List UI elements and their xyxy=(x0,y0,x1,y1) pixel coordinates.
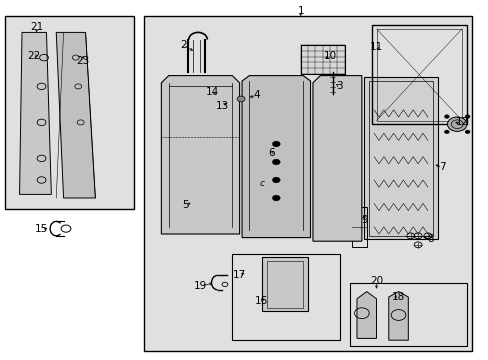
Circle shape xyxy=(447,117,466,131)
Text: 14: 14 xyxy=(205,87,219,97)
Bar xyxy=(351,207,366,247)
Text: 18: 18 xyxy=(391,292,405,302)
Polygon shape xyxy=(312,76,361,241)
Circle shape xyxy=(272,159,280,165)
Text: 20: 20 xyxy=(369,276,382,286)
Circle shape xyxy=(272,195,280,201)
Bar xyxy=(300,45,344,74)
Bar xyxy=(144,16,471,351)
Bar xyxy=(368,81,432,236)
Text: 8: 8 xyxy=(426,234,433,244)
Circle shape xyxy=(464,130,469,134)
Text: 19: 19 xyxy=(193,281,207,291)
Text: 23: 23 xyxy=(76,56,90,66)
Bar xyxy=(216,99,232,110)
Circle shape xyxy=(272,141,280,147)
Bar xyxy=(349,283,466,346)
Text: 12: 12 xyxy=(454,117,468,127)
Circle shape xyxy=(272,177,280,183)
Text: 2: 2 xyxy=(180,40,186,50)
Bar xyxy=(376,29,461,121)
Text: 10: 10 xyxy=(323,51,336,61)
Text: 6: 6 xyxy=(267,148,274,158)
Bar xyxy=(371,25,466,124)
Bar xyxy=(219,110,228,115)
Bar xyxy=(266,261,303,308)
Bar xyxy=(5,16,134,209)
Bar xyxy=(364,77,437,239)
Circle shape xyxy=(444,130,448,134)
Polygon shape xyxy=(388,292,407,340)
Bar xyxy=(232,254,339,340)
Text: 4: 4 xyxy=(253,90,260,100)
Polygon shape xyxy=(161,76,239,234)
Text: 13: 13 xyxy=(215,101,229,111)
Text: 16: 16 xyxy=(254,296,268,306)
Text: 1: 1 xyxy=(297,6,304,16)
Text: 21: 21 xyxy=(30,22,43,32)
Text: 9: 9 xyxy=(360,215,367,225)
Polygon shape xyxy=(356,292,376,338)
Text: 22: 22 xyxy=(27,51,41,61)
Polygon shape xyxy=(20,32,51,194)
Polygon shape xyxy=(56,32,95,198)
Circle shape xyxy=(444,115,448,118)
Text: 5: 5 xyxy=(182,200,189,210)
Text: c: c xyxy=(259,179,264,188)
Text: 11: 11 xyxy=(369,42,383,52)
Bar xyxy=(261,257,307,311)
Circle shape xyxy=(464,115,469,118)
Circle shape xyxy=(237,96,244,102)
Text: 3: 3 xyxy=(336,81,343,91)
Text: 15: 15 xyxy=(35,224,48,234)
Text: 17: 17 xyxy=(232,270,246,280)
Polygon shape xyxy=(242,76,310,238)
Text: 7: 7 xyxy=(438,162,445,172)
